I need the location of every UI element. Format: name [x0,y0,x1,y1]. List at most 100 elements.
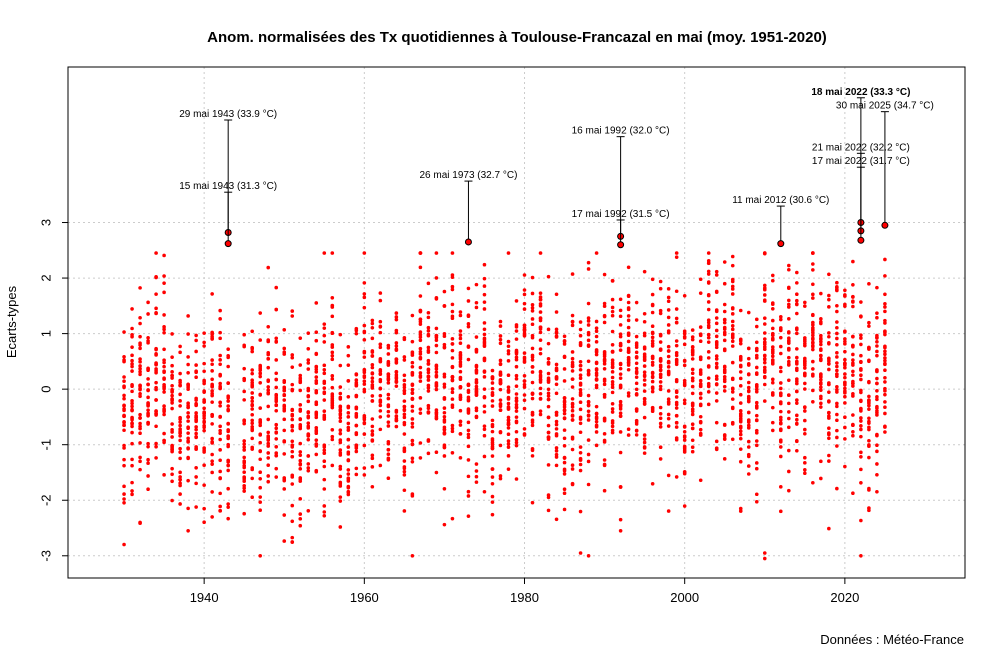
data-point [875,344,879,348]
data-point [778,381,783,385]
data-point [514,337,519,341]
data-point [714,354,719,358]
data-point [282,379,287,383]
data-point [706,300,711,304]
data-point [762,357,767,362]
data-point [698,378,703,383]
data-point [138,369,142,374]
data-point [835,361,839,365]
data-point [242,332,246,337]
data-point [602,463,607,468]
data-point [354,466,359,471]
data-point [811,327,815,332]
data-point [642,389,647,393]
data-point [851,491,855,495]
data-point [282,417,287,422]
data-point [811,292,815,297]
data-point [314,352,319,357]
data-point [186,431,190,435]
data-point [522,301,527,306]
data-point [730,397,735,401]
data-point [642,333,647,338]
data-point [610,424,615,429]
data-point [522,323,527,328]
data-point [690,412,695,417]
data-point [394,380,399,384]
data-point [522,406,527,411]
data-point [298,424,303,429]
data-point [386,404,391,409]
data-point [498,324,503,328]
x-tick-label: 1980 [510,590,539,605]
data-point [130,345,134,349]
data-point [530,309,535,313]
data-point [410,370,415,375]
data-point [883,425,887,429]
data-point [242,486,246,490]
data-point [362,379,367,384]
data-point [218,458,222,463]
data-point [474,408,479,413]
data-point [835,309,839,314]
data-point [738,409,743,413]
data-point [514,399,519,403]
data-point [819,385,823,390]
data-point [562,339,567,344]
data-point [787,410,791,414]
data-point [690,357,695,361]
data-point [402,388,407,393]
data-point [578,462,583,467]
data-point [410,438,415,443]
data-point [811,313,815,318]
data-point [787,339,791,344]
data-point [634,334,639,339]
data-point [314,338,319,343]
data-point [634,428,639,433]
data-point [770,273,775,278]
data-point [210,452,214,457]
data-point [434,338,439,343]
data-point [562,342,567,346]
data-point [634,381,639,386]
data-point [626,391,631,395]
annotation-label: 11 mai 2012 (30.6 °C) [732,195,829,206]
data-point [122,492,126,496]
data-point [194,434,198,439]
data-point [450,284,455,289]
data-point [322,391,327,396]
data-point [650,277,655,282]
data-point [762,360,767,365]
data-point [306,421,311,425]
data-point [883,400,887,404]
data-point [338,448,343,452]
data-point [250,383,255,387]
data-point [298,517,303,521]
data-point [330,354,335,358]
data-point [650,335,655,340]
data-point [610,421,615,425]
data-point [274,385,279,390]
data-point [690,445,695,450]
data-point [538,316,543,320]
data-point [787,267,791,272]
data-point [242,366,246,371]
data-point [626,433,631,437]
data-point [362,305,367,310]
data-point [578,373,583,378]
data-point [650,360,655,365]
data-point [883,301,887,306]
data-point [610,342,615,347]
data-point [722,332,727,337]
data-point [867,400,871,404]
data-point [122,379,126,384]
data-point [722,318,727,322]
data-point [122,446,126,450]
data-point [698,431,703,436]
data-point [274,403,279,408]
data-point [586,319,591,323]
data-point [474,474,479,479]
data-point [594,326,599,330]
data-point [498,372,503,376]
data-point [554,391,559,396]
data-point [202,331,206,335]
